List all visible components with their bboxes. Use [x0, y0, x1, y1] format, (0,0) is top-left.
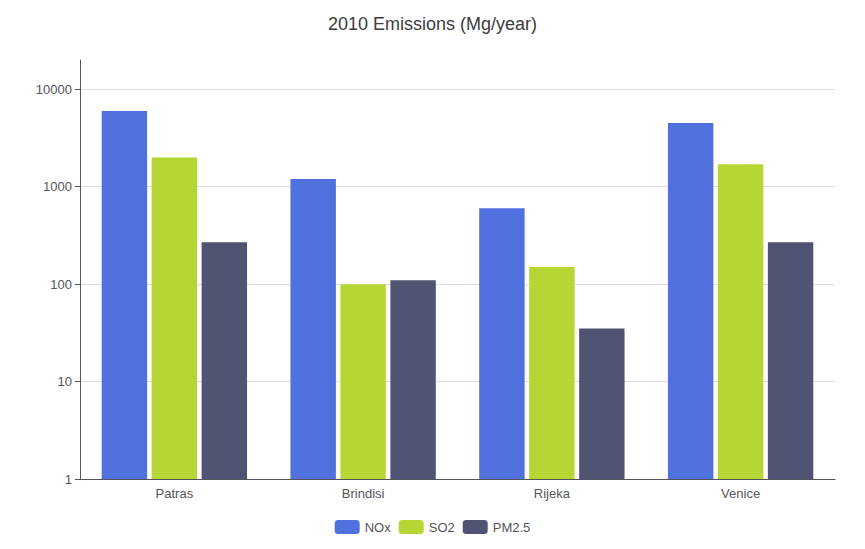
svg-text:100: 100: [50, 277, 72, 292]
svg-text:Brindisi: Brindisi: [342, 486, 385, 501]
svg-text:10000: 10000: [36, 82, 72, 97]
svg-text:Rijeka: Rijeka: [534, 486, 571, 501]
svg-text:1000: 1000: [43, 179, 72, 194]
svg-text:SO2: SO2: [429, 520, 455, 535]
svg-text:10: 10: [58, 374, 72, 389]
svg-text:2010 Emissions (Mg/year): 2010 Emissions (Mg/year): [328, 14, 537, 34]
svg-text:1: 1: [65, 472, 72, 487]
svg-text:Venice: Venice: [721, 486, 760, 501]
svg-text:Patras: Patras: [156, 486, 194, 501]
svg-text:NOx: NOx: [365, 520, 392, 535]
svg-text:PM2.5: PM2.5: [493, 520, 531, 535]
